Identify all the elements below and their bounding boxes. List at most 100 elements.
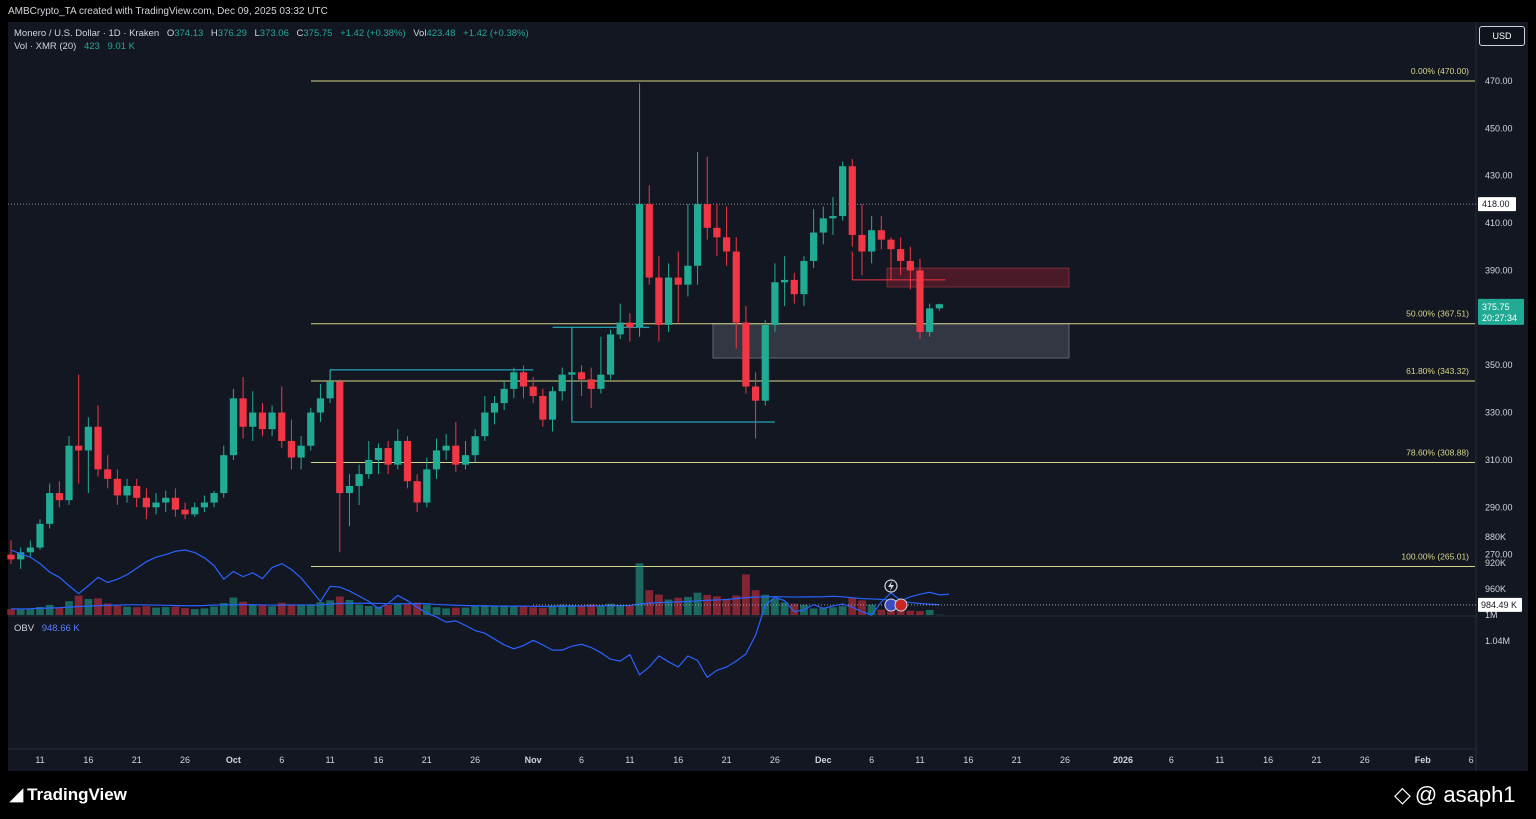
candle-body xyxy=(577,372,586,380)
volume-bar xyxy=(509,606,518,615)
volume-bar xyxy=(887,609,895,615)
candle-body xyxy=(926,308,934,333)
event-markers[interactable] xyxy=(884,579,908,612)
volume-bar xyxy=(132,607,141,615)
tradingview-brand[interactable]: ◢ TradingView xyxy=(10,785,127,805)
volume-bar xyxy=(848,597,857,615)
vol-change: +1.42 (+0.38%) xyxy=(463,28,529,39)
vol-label: Vol xyxy=(413,28,427,39)
obv-level-badge-text: 984.49 K xyxy=(1481,600,1517,610)
obv-axis-tick: 1.04M xyxy=(1485,636,1510,646)
volume-bar xyxy=(664,599,673,615)
volume-bar xyxy=(219,603,228,615)
binance-diamond-icon: ◇ xyxy=(1394,782,1411,807)
candle-body xyxy=(384,448,392,465)
volume-bar xyxy=(519,605,528,615)
candle-body xyxy=(152,502,160,508)
event-flag-icon[interactable] xyxy=(894,598,908,612)
candle-body xyxy=(142,497,150,508)
candle-body xyxy=(403,440,412,482)
candle-body xyxy=(906,260,914,271)
time-axis-tick: Feb xyxy=(1415,755,1432,765)
volume-bar xyxy=(432,607,441,615)
candle-body xyxy=(249,412,257,427)
candle-body xyxy=(55,493,63,501)
candle-body xyxy=(490,403,499,413)
volume-bar xyxy=(171,606,180,615)
candle-body xyxy=(365,459,373,475)
time-axis-tick: 16 xyxy=(673,755,683,765)
attribution: AMBCrypto_TA created with TradingView.co… xyxy=(8,6,328,17)
currency-button[interactable]: USD xyxy=(1479,26,1525,46)
candle-body xyxy=(684,265,692,285)
volume-bar xyxy=(645,590,654,615)
volume-bar xyxy=(210,606,218,615)
time-axis-tick: 26 xyxy=(470,755,480,765)
candle-body xyxy=(887,239,895,250)
fib-label: 0.00% (470.00) xyxy=(1411,66,1469,76)
volume-bar xyxy=(471,606,480,615)
candle-body xyxy=(65,445,73,501)
volume-bar xyxy=(403,603,412,615)
candle-body xyxy=(935,304,943,309)
price-axis-tick: 470.00 xyxy=(1485,76,1513,86)
volume-bar xyxy=(829,607,837,615)
obv-value: 948.66 K xyxy=(41,623,80,634)
volume-bar xyxy=(36,606,44,615)
candle-body xyxy=(674,277,682,285)
obv-label[interactable]: OBV xyxy=(14,623,35,634)
candle-body xyxy=(374,448,383,460)
volume-bar xyxy=(103,603,112,615)
volume-bar xyxy=(625,605,634,615)
volume-bar xyxy=(268,606,276,615)
price-axis-tick: 430.00 xyxy=(1485,171,1513,181)
time-axis-tick: 16 xyxy=(1263,755,1273,765)
candle-body xyxy=(790,279,798,295)
time-axis-tick: 26 xyxy=(770,755,780,765)
candle-body xyxy=(761,324,769,401)
candle-body xyxy=(104,469,112,479)
price-axis-tick: 330.00 xyxy=(1485,408,1513,418)
candles-layer[interactable] xyxy=(7,83,943,569)
fib-label: 61.80% (343.32) xyxy=(1406,366,1469,376)
candle-body xyxy=(587,379,595,389)
candle-body xyxy=(191,507,199,515)
volume-bar xyxy=(84,599,93,615)
candle-body xyxy=(123,485,131,496)
volume-bar xyxy=(200,608,209,615)
volume-bar xyxy=(742,574,750,615)
candle-body xyxy=(316,398,325,413)
time-axis-tick: Nov xyxy=(525,755,542,765)
volume-bar xyxy=(413,602,422,615)
candle-body xyxy=(635,204,644,328)
candle-body xyxy=(113,478,121,496)
fibonacci-layer: 0.00% (470.00) 50.00% (367.51) 61.80% (343… xyxy=(311,66,1475,567)
volume-bar xyxy=(819,607,828,615)
candle-body xyxy=(703,204,711,228)
candle-body xyxy=(336,381,344,494)
candle-body xyxy=(84,426,92,451)
volume-bar xyxy=(248,604,257,615)
candle-body xyxy=(732,251,740,323)
price-axis-tick: 390.00 xyxy=(1485,265,1513,275)
volume-indicator-name[interactable]: Vol · XMR (20) xyxy=(14,41,77,52)
candle-body xyxy=(229,398,238,456)
volume-bar xyxy=(674,597,683,615)
volume-bar xyxy=(152,607,160,615)
volume-bar xyxy=(780,602,789,615)
candle-body xyxy=(626,322,634,328)
time-axis-tick: 26 xyxy=(180,755,190,765)
candle-body xyxy=(326,381,334,399)
candle-body xyxy=(220,455,228,494)
symbol-name[interactable]: Monero / U.S. Dollar · 1D · Kraken xyxy=(14,28,160,39)
obv-legend: OBV 948.66 K xyxy=(14,623,85,634)
volume-bar xyxy=(771,598,779,615)
lightning-icon[interactable] xyxy=(884,579,898,593)
level-badge xyxy=(1478,197,1516,212)
lightning-glyph xyxy=(888,581,894,591)
candle-body xyxy=(461,455,470,465)
volume-bar xyxy=(161,607,170,615)
obv-axis-tick: 1M xyxy=(1485,610,1498,620)
candle-body xyxy=(432,450,441,470)
